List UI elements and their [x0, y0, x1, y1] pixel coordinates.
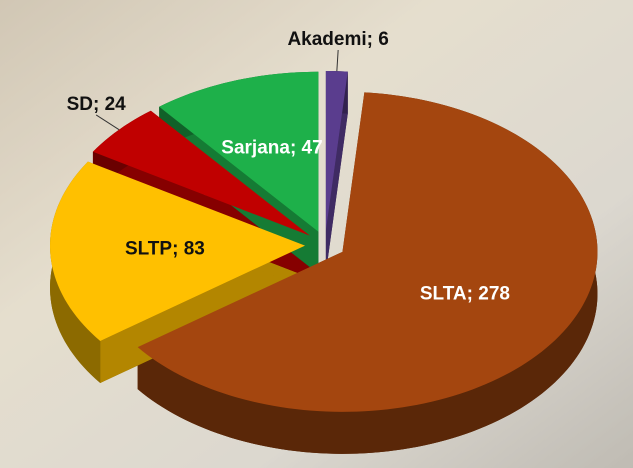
slice [92, 110, 311, 236]
slice-side [325, 71, 348, 274]
label-value: 278 [478, 284, 510, 305]
data-label: Akademi; 6 [287, 29, 388, 50]
leader-line [336, 49, 339, 72]
slice [50, 161, 306, 341]
pie-tops [50, 71, 598, 412]
data-label: Sarjana; 47 [221, 138, 322, 159]
label-category: Akademi [287, 29, 366, 50]
slice [137, 92, 598, 412]
data-labels: Akademi; 6 SLTA; 278 SLTP; 83 SD; 24 Sarjana… [67, 29, 510, 305]
slice-wall [137, 92, 598, 454]
label-value: 6 [378, 29, 389, 50]
slice [325, 71, 348, 232]
label-category: SLTA [420, 284, 467, 305]
label-separator: ; [467, 284, 479, 305]
label-category: SLTP [125, 238, 172, 259]
label-separator: ; [367, 29, 379, 50]
label-separator: ; [290, 138, 302, 159]
label-category: SD [67, 94, 93, 115]
label-value: 24 [105, 94, 127, 115]
label-separator: ; [93, 94, 105, 115]
label-category: Sarjana [221, 138, 290, 159]
data-label: SLTP; 83 [125, 238, 205, 259]
label-value: 83 [184, 238, 205, 259]
data-label: SD; 24 [67, 94, 127, 115]
label-value: 47 [302, 138, 323, 159]
slice [159, 71, 319, 232]
label-separator: ; [172, 238, 184, 259]
data-label: SLTA; 278 [420, 284, 510, 305]
leader-line [95, 114, 120, 131]
